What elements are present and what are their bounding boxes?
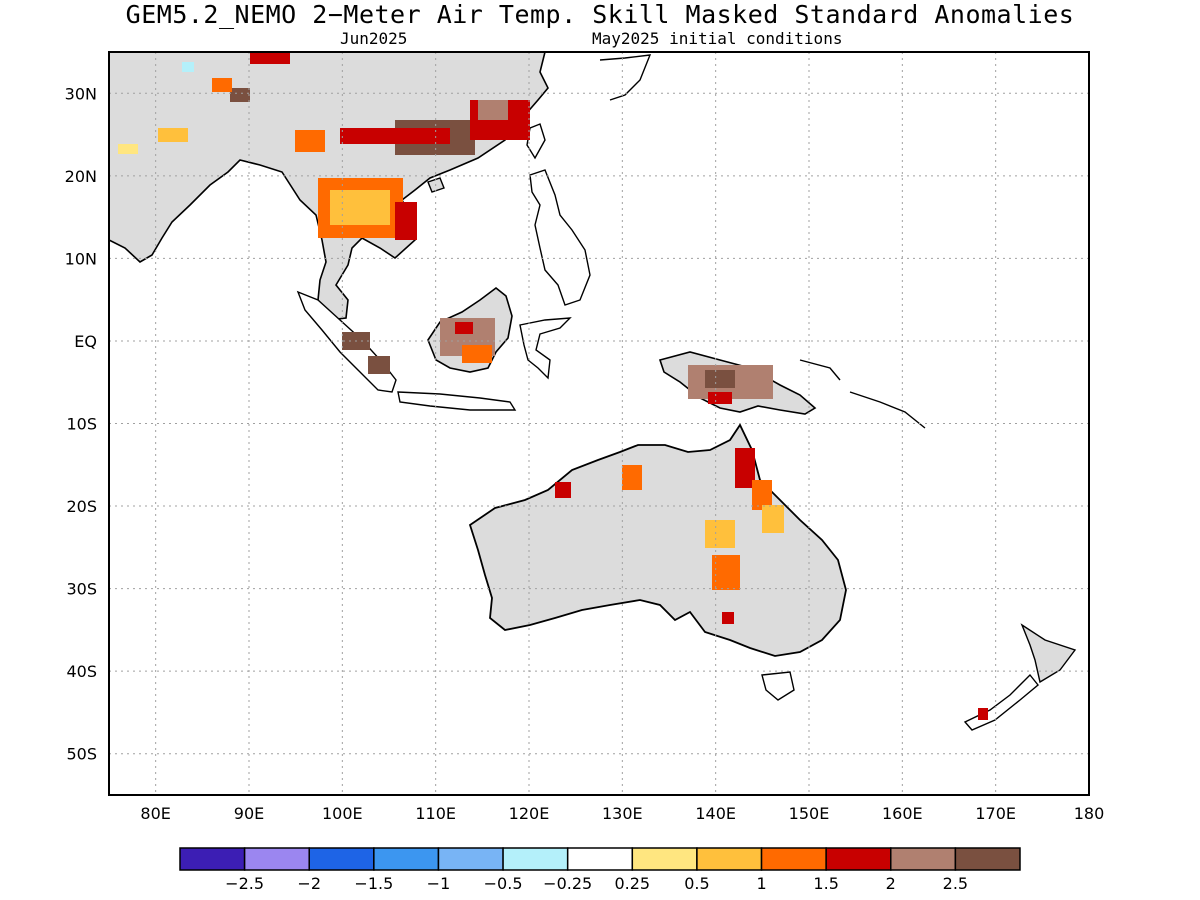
latitude-tick-label: 30S xyxy=(66,580,97,599)
anom-west-yellow-2 xyxy=(118,144,138,154)
longitude-tick-label: 110E xyxy=(415,804,456,823)
colorbar-label: −1 xyxy=(427,874,451,893)
longitude-tick-label: 180 xyxy=(1074,804,1105,823)
anom-qld-yellow xyxy=(762,505,784,533)
latitude-tick-label: 20N xyxy=(65,167,97,186)
longitude-tick-label: 160E xyxy=(882,804,923,823)
latitude-tick-label: 40S xyxy=(66,662,97,681)
longitude-tick-label: 80E xyxy=(140,804,170,823)
latitude-tick-label: EQ xyxy=(74,332,97,351)
colorbar-swatch xyxy=(308,847,375,871)
latitude-tick-label: 10N xyxy=(65,249,97,268)
colorbar-label: −2 xyxy=(297,874,321,893)
anomaly-patches xyxy=(118,52,988,720)
longitude-tick-label: 100E xyxy=(322,804,363,823)
colorbar-swatch xyxy=(631,847,698,871)
colorbar xyxy=(179,847,1021,871)
colorbar-swatch xyxy=(179,847,246,871)
colorbar-swatch xyxy=(243,847,310,871)
colorbar-label: −2.5 xyxy=(225,874,264,893)
anom-newguinea-red xyxy=(708,392,732,404)
anom-south-china-red xyxy=(340,128,450,144)
anom-qld-red xyxy=(735,448,755,488)
latitude-tick-label: 10S xyxy=(66,415,97,434)
anom-sumatra-brown-2 xyxy=(368,356,390,374)
anom-newguinea-brown xyxy=(705,370,735,388)
anom-vietnam-red xyxy=(395,202,417,240)
anom-myanmar-orange xyxy=(295,130,325,152)
anom-tibet-brown xyxy=(230,88,250,102)
colorbar-label: 0.5 xyxy=(684,874,709,893)
anom-indochina-yellow xyxy=(330,190,390,225)
colorbar-swatch xyxy=(502,847,569,871)
colorbar-label: −0.5 xyxy=(484,874,523,893)
colorbar-labels: −2.5 −2 −1.5 −1 −0.5 −0.25 0.25 0.5 1 1.5 2 2.5 xyxy=(225,874,968,893)
anom-wa-red xyxy=(555,482,571,498)
anom-cold-cyan xyxy=(182,62,194,72)
colorbar-label: −0.25 xyxy=(543,874,592,893)
longitude-tick-label: 120E xyxy=(509,804,550,823)
philippines xyxy=(529,169,591,306)
colorbar-swatch xyxy=(825,847,892,871)
anom-himalaya-red xyxy=(212,78,232,92)
graticule xyxy=(109,52,1089,795)
colorbar-label: 1 xyxy=(756,874,766,893)
map-frame xyxy=(108,51,1090,796)
latitude-tick-label: 30N xyxy=(65,84,97,103)
latitude-tick-label: 20S xyxy=(66,497,97,516)
tasmania xyxy=(761,671,795,701)
colorbar-label: 2.5 xyxy=(943,874,968,893)
latitude-labels: 30N 20N 10N EQ 10S 20S 30S 40S 50S xyxy=(65,84,97,763)
bismarck-islands xyxy=(799,359,926,429)
colorbar-swatch xyxy=(566,847,634,871)
longitude-tick-label: 90E xyxy=(234,804,264,823)
longitude-tick-label: 150E xyxy=(789,804,830,823)
new-zealand-north xyxy=(1020,623,1077,684)
colorbar-label: 2 xyxy=(886,874,896,893)
longitude-tick-label: 140E xyxy=(695,804,736,823)
initial-conditions: May2025 initial conditions xyxy=(592,29,843,48)
anom-nt-orange xyxy=(622,465,642,490)
colorbar-swatch xyxy=(437,847,504,871)
anom-china-mauve xyxy=(478,100,508,120)
anom-nz-red xyxy=(978,708,988,720)
anom-west-yellow xyxy=(158,128,188,142)
anom-borneo-orange xyxy=(462,345,492,363)
java xyxy=(397,391,517,411)
anom-qld-orange xyxy=(752,480,772,510)
taiwan xyxy=(526,123,546,160)
colorbar-label: 1.5 xyxy=(813,874,838,893)
colorbar-swatch xyxy=(696,847,763,871)
colorbar-swatch xyxy=(890,847,957,871)
sulawesi xyxy=(519,317,572,380)
colorbar-label: 0.25 xyxy=(614,874,650,893)
longitude-labels: 80E 90E 100E 110E 120E 130E 140E 150E 160E 170E 18… xyxy=(140,804,1104,823)
anom-central-yellow xyxy=(705,520,735,548)
anom-borneo-red xyxy=(455,322,473,334)
colorbar-swatch xyxy=(760,847,827,871)
longitude-tick-label: 130E xyxy=(602,804,643,823)
latitude-tick-label: 50S xyxy=(66,745,97,764)
longitude-tick-label: 170E xyxy=(975,804,1016,823)
anom-sa-red xyxy=(722,612,734,624)
colorbar-swatch xyxy=(373,847,440,871)
colorbar-swatch xyxy=(954,847,1021,871)
map-title: GEM5.2_NEMO 2−Meter Air Temp. Skill Mask… xyxy=(125,0,1075,29)
anom-central-orange xyxy=(712,555,740,590)
forecast-month: Jun2025 xyxy=(340,29,408,48)
colorbar-label: −1.5 xyxy=(354,874,393,893)
anom-north-red xyxy=(250,52,290,64)
